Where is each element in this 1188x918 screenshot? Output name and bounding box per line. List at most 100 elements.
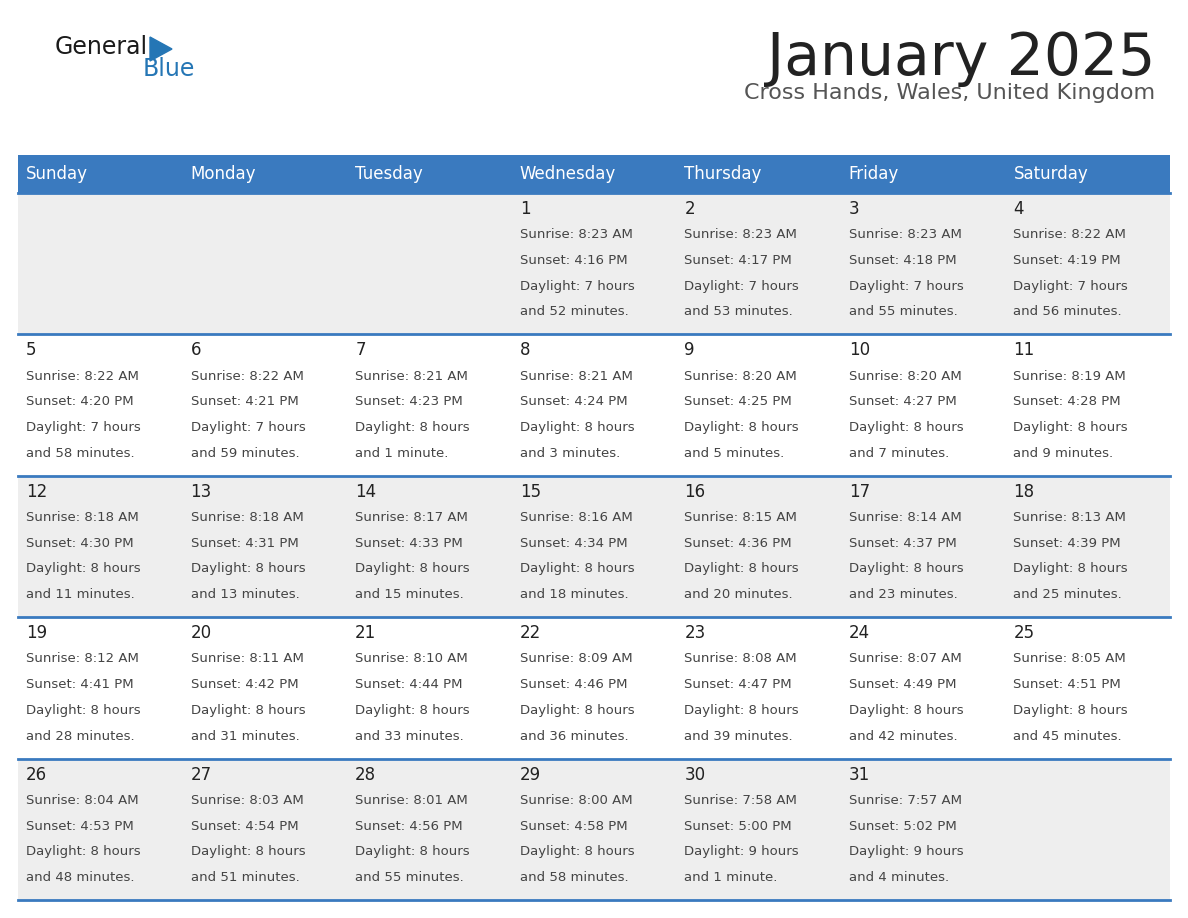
- Text: and 13 minutes.: and 13 minutes.: [190, 588, 299, 601]
- Text: Daylight: 7 hours: Daylight: 7 hours: [26, 421, 140, 434]
- Text: and 39 minutes.: and 39 minutes.: [684, 730, 792, 743]
- Text: Daylight: 7 hours: Daylight: 7 hours: [684, 280, 800, 293]
- Text: Daylight: 8 hours: Daylight: 8 hours: [684, 563, 798, 576]
- Text: Thursday: Thursday: [684, 165, 762, 183]
- Text: 18: 18: [1013, 483, 1035, 501]
- Text: Sunrise: 8:11 AM: Sunrise: 8:11 AM: [190, 653, 303, 666]
- Text: Sunrise: 8:15 AM: Sunrise: 8:15 AM: [684, 511, 797, 524]
- Text: and 55 minutes.: and 55 minutes.: [849, 306, 958, 319]
- Text: and 53 minutes.: and 53 minutes.: [684, 306, 794, 319]
- Text: Saturday: Saturday: [1013, 165, 1088, 183]
- Polygon shape: [150, 37, 172, 61]
- Text: Sunset: 4:39 PM: Sunset: 4:39 PM: [1013, 537, 1121, 550]
- Text: and 1 minute.: and 1 minute.: [355, 447, 449, 460]
- Text: Sunset: 4:44 PM: Sunset: 4:44 PM: [355, 678, 462, 691]
- Text: Sunrise: 8:10 AM: Sunrise: 8:10 AM: [355, 653, 468, 666]
- Text: Sunset: 4:41 PM: Sunset: 4:41 PM: [26, 678, 133, 691]
- Text: Sunset: 4:33 PM: Sunset: 4:33 PM: [355, 537, 463, 550]
- Text: Daylight: 8 hours: Daylight: 8 hours: [190, 563, 305, 576]
- Text: 3: 3: [849, 200, 859, 218]
- Text: Daylight: 8 hours: Daylight: 8 hours: [1013, 421, 1129, 434]
- Text: and 45 minutes.: and 45 minutes.: [1013, 730, 1121, 743]
- Text: and 28 minutes.: and 28 minutes.: [26, 730, 134, 743]
- Text: Sunset: 4:18 PM: Sunset: 4:18 PM: [849, 254, 956, 267]
- Text: Daylight: 8 hours: Daylight: 8 hours: [684, 421, 798, 434]
- Text: Sunrise: 8:18 AM: Sunrise: 8:18 AM: [26, 511, 139, 524]
- Text: Daylight: 7 hours: Daylight: 7 hours: [849, 280, 963, 293]
- Text: and 58 minutes.: and 58 minutes.: [519, 871, 628, 884]
- Text: Sunset: 4:27 PM: Sunset: 4:27 PM: [849, 396, 956, 409]
- Text: Sunset: 4:42 PM: Sunset: 4:42 PM: [190, 678, 298, 691]
- Text: Daylight: 9 hours: Daylight: 9 hours: [684, 845, 798, 858]
- Text: and 7 minutes.: and 7 minutes.: [849, 447, 949, 460]
- Text: Sunset: 4:30 PM: Sunset: 4:30 PM: [26, 537, 133, 550]
- Text: Daylight: 8 hours: Daylight: 8 hours: [519, 563, 634, 576]
- Text: 10: 10: [849, 341, 870, 360]
- Text: Sunrise: 8:16 AM: Sunrise: 8:16 AM: [519, 511, 632, 524]
- Text: Daylight: 8 hours: Daylight: 8 hours: [355, 704, 469, 717]
- Text: 7: 7: [355, 341, 366, 360]
- Text: 6: 6: [190, 341, 201, 360]
- Bar: [18, 193, 1170, 334]
- Text: Sunrise: 8:23 AM: Sunrise: 8:23 AM: [849, 229, 962, 241]
- Text: Daylight: 7 hours: Daylight: 7 hours: [190, 421, 305, 434]
- Text: 15: 15: [519, 483, 541, 501]
- Text: Daylight: 8 hours: Daylight: 8 hours: [355, 421, 469, 434]
- Bar: [18, 155, 1170, 193]
- Text: Daylight: 8 hours: Daylight: 8 hours: [849, 704, 963, 717]
- Text: Sunset: 4:46 PM: Sunset: 4:46 PM: [519, 678, 627, 691]
- Text: 1: 1: [519, 200, 530, 218]
- Text: and 25 minutes.: and 25 minutes.: [1013, 588, 1123, 601]
- Text: Sunrise: 8:08 AM: Sunrise: 8:08 AM: [684, 653, 797, 666]
- Text: Sunrise: 8:09 AM: Sunrise: 8:09 AM: [519, 653, 632, 666]
- Text: and 33 minutes.: and 33 minutes.: [355, 730, 463, 743]
- Text: 4: 4: [1013, 200, 1024, 218]
- Text: 27: 27: [190, 766, 211, 784]
- Text: and 42 minutes.: and 42 minutes.: [849, 730, 958, 743]
- Text: Daylight: 9 hours: Daylight: 9 hours: [849, 845, 963, 858]
- Text: Sunrise: 8:22 AM: Sunrise: 8:22 AM: [190, 370, 303, 383]
- Text: Sunrise: 7:57 AM: Sunrise: 7:57 AM: [849, 794, 962, 807]
- Text: and 20 minutes.: and 20 minutes.: [684, 588, 792, 601]
- Text: Daylight: 7 hours: Daylight: 7 hours: [1013, 280, 1129, 293]
- Text: Sunrise: 8:17 AM: Sunrise: 8:17 AM: [355, 511, 468, 524]
- Text: 30: 30: [684, 766, 706, 784]
- Text: and 11 minutes.: and 11 minutes.: [26, 588, 134, 601]
- Text: Sunset: 4:56 PM: Sunset: 4:56 PM: [355, 820, 463, 833]
- Text: Sunset: 4:36 PM: Sunset: 4:36 PM: [684, 537, 792, 550]
- Text: 2: 2: [684, 200, 695, 218]
- Text: Sunset: 4:37 PM: Sunset: 4:37 PM: [849, 537, 956, 550]
- Text: 28: 28: [355, 766, 377, 784]
- Text: Sunrise: 8:13 AM: Sunrise: 8:13 AM: [1013, 511, 1126, 524]
- Text: and 5 minutes.: and 5 minutes.: [684, 447, 784, 460]
- Text: Daylight: 8 hours: Daylight: 8 hours: [26, 845, 140, 858]
- Text: Sunset: 4:19 PM: Sunset: 4:19 PM: [1013, 254, 1121, 267]
- Bar: [18, 334, 1170, 476]
- Text: Daylight: 8 hours: Daylight: 8 hours: [355, 563, 469, 576]
- Text: Sunrise: 8:00 AM: Sunrise: 8:00 AM: [519, 794, 632, 807]
- Text: Sunset: 4:34 PM: Sunset: 4:34 PM: [519, 537, 627, 550]
- Text: and 1 minute.: and 1 minute.: [684, 871, 778, 884]
- Text: Daylight: 8 hours: Daylight: 8 hours: [190, 704, 305, 717]
- Text: Sunset: 4:31 PM: Sunset: 4:31 PM: [190, 537, 298, 550]
- Text: Sunset: 4:23 PM: Sunset: 4:23 PM: [355, 396, 463, 409]
- Text: Monday: Monday: [190, 165, 257, 183]
- Text: Blue: Blue: [143, 57, 195, 81]
- Text: Sunrise: 8:07 AM: Sunrise: 8:07 AM: [849, 653, 961, 666]
- Text: Sunset: 4:28 PM: Sunset: 4:28 PM: [1013, 396, 1121, 409]
- Bar: [18, 617, 1170, 758]
- Text: 11: 11: [1013, 341, 1035, 360]
- Text: and 52 minutes.: and 52 minutes.: [519, 306, 628, 319]
- Text: 13: 13: [190, 483, 211, 501]
- Text: Sunrise: 8:20 AM: Sunrise: 8:20 AM: [684, 370, 797, 383]
- Text: and 56 minutes.: and 56 minutes.: [1013, 306, 1121, 319]
- Text: Sunrise: 8:03 AM: Sunrise: 8:03 AM: [190, 794, 303, 807]
- Text: 19: 19: [26, 624, 48, 643]
- Text: Daylight: 8 hours: Daylight: 8 hours: [684, 704, 798, 717]
- Text: Daylight: 8 hours: Daylight: 8 hours: [1013, 704, 1129, 717]
- Text: Sunset: 4:58 PM: Sunset: 4:58 PM: [519, 820, 627, 833]
- Text: Sunrise: 8:05 AM: Sunrise: 8:05 AM: [1013, 653, 1126, 666]
- Text: Daylight: 8 hours: Daylight: 8 hours: [355, 845, 469, 858]
- Text: 22: 22: [519, 624, 541, 643]
- Text: and 9 minutes.: and 9 minutes.: [1013, 447, 1113, 460]
